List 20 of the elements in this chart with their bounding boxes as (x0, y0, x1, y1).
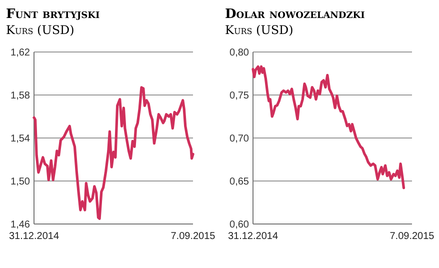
y-tick-label: 0,80 (230, 48, 250, 58)
x-tick-label: 7.09.2015 (170, 231, 216, 242)
x-tick-label: 31.12.2014 (8, 231, 60, 242)
x-tick-label: 7.09.2015 (390, 231, 435, 242)
y-tick-label: 0,70 (230, 134, 250, 144)
y-tick-label: 0,75 (230, 90, 250, 102)
y-tick-label: 0,65 (230, 176, 250, 188)
y-tick-label: 1,58 (10, 90, 30, 102)
line-series (252, 65, 406, 190)
y-tick-label: 1,46 (10, 220, 30, 230)
chart-title: Funt brytyjski (6, 7, 100, 22)
line-series (32, 86, 194, 220)
y-tick-label: 1,62 (10, 48, 30, 58)
chart-title: Dolar nowozelandzki (225, 7, 365, 22)
y-tick-label: 1,50 (10, 176, 30, 188)
y-tick-label: 1,54 (10, 134, 30, 144)
y-tick-label: 0,60 (230, 220, 250, 230)
chart-subtitle: Kurs (USD) (6, 23, 74, 37)
chart-subtitle: Kurs (USD) (225, 23, 294, 37)
x-tick-label: 31.12.2014 (228, 231, 278, 242)
